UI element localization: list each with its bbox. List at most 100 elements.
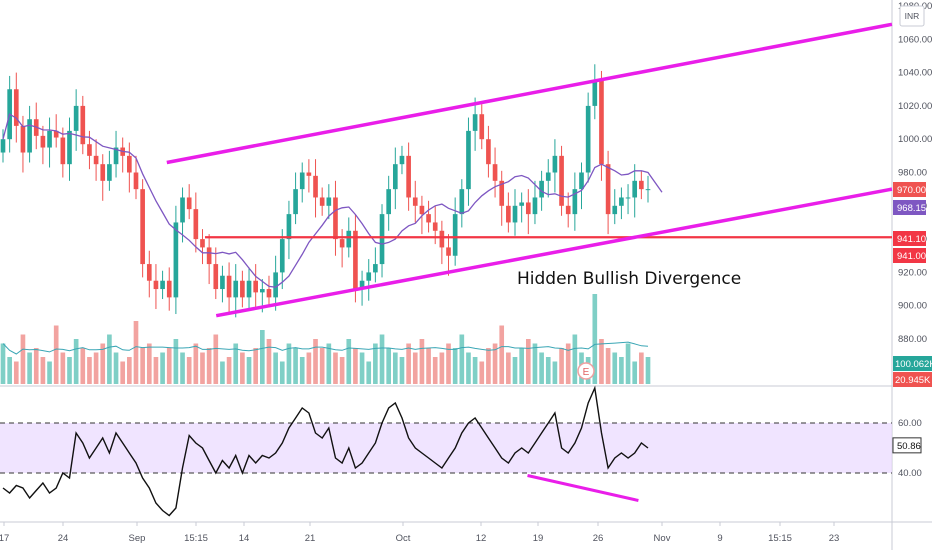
volume-bar xyxy=(273,352,278,384)
volume-bar xyxy=(539,352,544,384)
volume-bar xyxy=(33,348,39,384)
price-tick-label: 900.00 xyxy=(898,301,927,312)
volume-bar xyxy=(439,352,445,384)
volume-bar xyxy=(7,357,12,384)
channel-upper-line[interactable] xyxy=(166,22,893,165)
candle xyxy=(246,267,252,311)
rsi-axis: 60.00 40.00 xyxy=(898,418,922,479)
candle xyxy=(632,164,638,218)
candle xyxy=(645,175,651,203)
candle xyxy=(13,72,19,143)
price-tick-label: 880.00 xyxy=(898,334,927,345)
candle xyxy=(40,125,46,165)
candle xyxy=(399,145,405,175)
candle xyxy=(625,184,631,215)
price-tag xyxy=(893,231,926,246)
candle xyxy=(486,125,491,178)
candle xyxy=(273,255,278,311)
candle xyxy=(339,229,345,268)
rsi-tick-label: 60.00 xyxy=(898,418,922,429)
volume-bar xyxy=(506,352,511,384)
volume-bar xyxy=(619,357,624,384)
candle xyxy=(412,180,418,223)
candle xyxy=(27,105,32,163)
price-tag xyxy=(893,200,926,215)
volume-bar xyxy=(639,352,644,384)
volume-bar xyxy=(286,343,292,384)
time-tick-label: 9 xyxy=(717,533,722,544)
time-tick-label: 19 xyxy=(533,533,544,544)
channel-lower-line[interactable] xyxy=(215,187,893,318)
volume-bar xyxy=(206,348,212,384)
candle xyxy=(80,95,86,155)
volume-bar xyxy=(605,348,611,384)
volume-bar xyxy=(213,334,219,384)
annotation-text: Hidden Bullish Divergence xyxy=(517,269,741,289)
time-tick-label: 15:15 xyxy=(184,533,208,544)
volume-tag-label: 20.945K xyxy=(895,375,931,386)
candle xyxy=(552,139,558,193)
currency-box[interactable] xyxy=(899,5,925,27)
candle xyxy=(379,204,385,278)
volume-bar xyxy=(326,343,332,384)
time-tick-label: 24 xyxy=(58,533,69,544)
volume-bar xyxy=(645,357,651,384)
candle xyxy=(93,139,99,181)
candle xyxy=(233,264,239,318)
candle xyxy=(220,265,225,303)
volume-bar xyxy=(446,343,451,384)
candle xyxy=(479,104,485,150)
candle xyxy=(240,270,245,308)
volume-bar xyxy=(13,361,19,384)
currency-label: INR xyxy=(905,11,920,21)
volume-bar xyxy=(333,352,338,384)
candle xyxy=(639,170,644,200)
candle xyxy=(472,97,478,151)
volume-bar xyxy=(93,352,99,384)
volume-bar xyxy=(67,357,72,384)
volume-bar xyxy=(366,361,372,384)
candle xyxy=(279,229,285,290)
candle xyxy=(107,150,112,191)
volume-bar xyxy=(146,343,152,384)
candle xyxy=(466,117,471,206)
volume-bar xyxy=(293,348,298,384)
candle xyxy=(146,250,152,298)
volume-bar xyxy=(612,352,618,384)
rsi-band xyxy=(0,423,892,473)
candle xyxy=(459,179,465,228)
price-tag-label: 970.00 xyxy=(897,185,926,196)
volume-bar xyxy=(47,361,52,384)
price-tags: 970.00 968.15 941.10 941.00 100.062K 20.945K 5… xyxy=(892,182,932,454)
volume-bar xyxy=(246,357,252,384)
candle xyxy=(253,264,259,310)
volume-bar xyxy=(525,339,531,384)
candle xyxy=(206,234,212,285)
candle xyxy=(73,89,79,151)
volume-bar xyxy=(432,357,438,384)
volume-bar xyxy=(60,352,66,384)
volume-bar xyxy=(466,352,471,384)
price-tick-label: 1060.00 xyxy=(898,34,932,45)
volume-bar xyxy=(552,361,558,384)
price-ma-line xyxy=(2,113,663,288)
candle xyxy=(186,184,192,220)
candle xyxy=(160,270,165,300)
volume-bar xyxy=(180,352,185,384)
volume-bar xyxy=(592,294,598,384)
volume-bar xyxy=(173,339,179,384)
volume-bar xyxy=(359,352,365,384)
time-tick-label: Nov xyxy=(654,533,671,544)
volume-bar xyxy=(419,339,425,384)
volume-bar xyxy=(0,343,6,384)
earnings-marker[interactable]: E xyxy=(577,362,595,380)
candle xyxy=(286,200,292,260)
time-tick-label: 12 xyxy=(476,533,487,544)
candle xyxy=(140,179,145,278)
rsi-value-tag xyxy=(892,437,922,454)
price-tag-label: 941.00 xyxy=(897,251,926,262)
rsi-trendline[interactable] xyxy=(527,474,639,502)
candle xyxy=(333,180,338,256)
